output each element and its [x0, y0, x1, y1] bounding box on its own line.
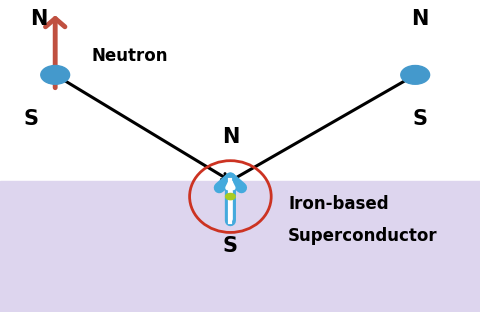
Circle shape — [401, 66, 430, 84]
Text: N: N — [30, 9, 47, 29]
Text: S: S — [412, 109, 428, 129]
Text: N: N — [222, 127, 239, 147]
Bar — [0, 0, 480, 181]
Circle shape — [226, 193, 235, 200]
Text: Neutron: Neutron — [91, 47, 168, 65]
Bar — [0, 181, 480, 312]
Circle shape — [41, 66, 70, 84]
Text: Iron-based: Iron-based — [288, 195, 389, 213]
Text: S: S — [223, 236, 238, 256]
Text: N: N — [411, 9, 429, 29]
Text: S: S — [24, 109, 39, 129]
Text: Superconductor: Superconductor — [288, 227, 438, 245]
